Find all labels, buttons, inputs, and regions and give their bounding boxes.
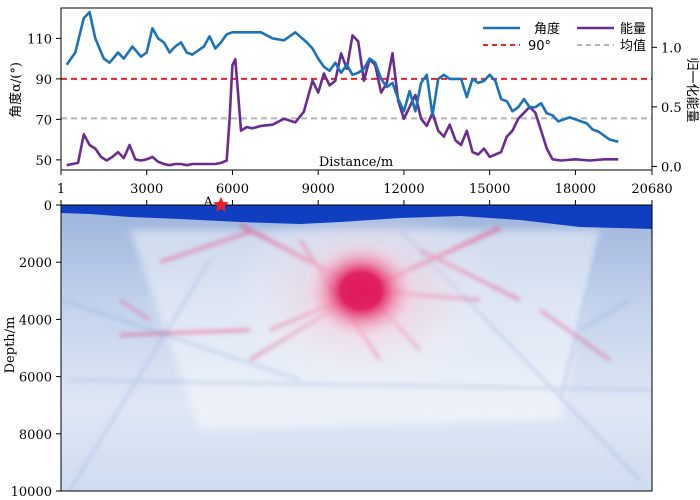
x-tick-label: 9000 — [302, 182, 335, 197]
y-tick-label: 50 — [35, 154, 52, 169]
energy-series-line — [66, 34, 619, 167]
left-y-axis: 50 70 90 110 — [27, 32, 61, 169]
x-tick-label: 1 — [57, 182, 65, 197]
x-axis: 1 3000 6000 9000 12000 15000 18000 20680 — [57, 170, 673, 205]
y2-tick-label: 0.0 — [661, 160, 682, 175]
x-tick-label: 12000 — [383, 182, 424, 197]
legend-label-angle: 角度 — [534, 21, 560, 37]
depth-tick-label: 0 — [44, 199, 52, 214]
x-tick-label: 20680 — [631, 182, 672, 197]
right-y-axis-title: 归一化能量 — [684, 57, 699, 122]
x-tick-label: 15000 — [469, 182, 510, 197]
y2-tick-label: 0.5 — [661, 101, 682, 116]
line-chart-panel: 50 70 90 110 0.0 0.5 1.0 1 3000 6000 9000 12000 15… — [8, 7, 699, 205]
legend-label-mean: 均值 — [620, 38, 646, 54]
depth-axis-title: Depth/m — [3, 317, 18, 374]
water-layer — [61, 205, 652, 229]
top-plot-frame — [60, 7, 653, 171]
x-tick-label: 6000 — [216, 182, 249, 197]
source-marker-a: A — [203, 195, 229, 212]
depth-tick-label: 2000 — [19, 256, 52, 271]
star-icon — [213, 196, 229, 212]
energy-section-heatmap: 0 2000 4000 6000 8000 10000 Depth/m A — [3, 195, 653, 500]
depth-tick-label: 10000 — [11, 485, 52, 500]
y2-tick-label: 1.0 — [661, 41, 682, 56]
x-tick-label: 18000 — [555, 182, 596, 197]
legend-label-energy: 能量 — [620, 22, 646, 37]
depth-tick-label: 6000 — [19, 371, 52, 386]
left-y-axis-title: 角度α/(°) — [8, 62, 24, 118]
reference-lines — [61, 77, 652, 120]
x-axis-title: Distance/m — [319, 155, 393, 170]
legend-label-90: 90° — [528, 39, 551, 54]
depth-axis: 0 2000 4000 6000 8000 10000 — [11, 199, 61, 500]
y-tick-label: 110 — [27, 32, 52, 47]
depth-tick-label: 4000 — [19, 313, 52, 328]
bottom-plot-frame — [60, 204, 653, 492]
x-tick-label: 3000 — [130, 182, 163, 197]
marker-label: A — [203, 195, 214, 210]
y-tick-label: 90 — [35, 73, 52, 88]
legend: 角度 能量 90° 均值 — [483, 21, 646, 54]
y-tick-label: 70 — [35, 113, 52, 128]
depth-tick-label: 8000 — [19, 428, 52, 443]
angle-series-line — [65, 10, 619, 143]
heatmap-energy-peak — [303, 238, 420, 343]
right-y-axis: 0.0 0.5 1.0 — [652, 41, 682, 175]
